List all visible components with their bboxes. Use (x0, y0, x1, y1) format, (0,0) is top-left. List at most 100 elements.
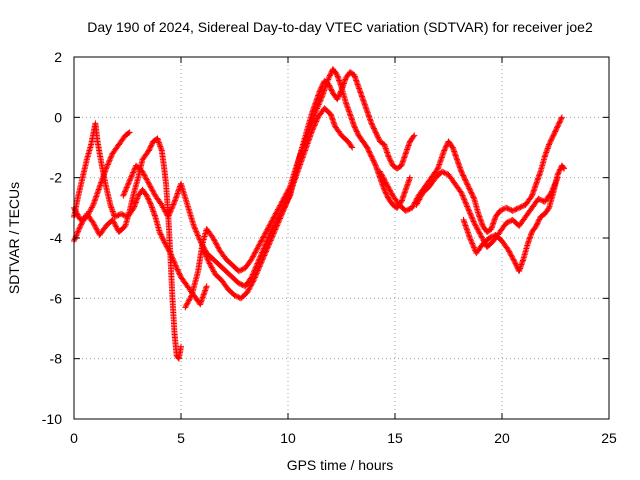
data-point (372, 129, 379, 136)
data-point-interp (281, 204, 288, 211)
data-point-interp (366, 149, 373, 156)
data-point-interp (280, 197, 287, 204)
data-point-interp (555, 169, 562, 176)
data-point-interp (260, 253, 267, 260)
data-point-interp (170, 201, 177, 208)
data-point-interp (258, 259, 265, 266)
data-point-interp (470, 244, 477, 251)
data-point-interp (466, 208, 473, 215)
data-point-interp (380, 175, 387, 182)
data-point-interp (510, 256, 517, 263)
data-point-interp (75, 228, 82, 235)
data-point-interp (479, 234, 486, 241)
data-point-interp (371, 160, 378, 167)
data-point-interp (173, 263, 180, 270)
data-point-interp (462, 176, 469, 183)
data-point-interp (210, 267, 217, 274)
data-point-interp (277, 215, 284, 222)
data-point-interp (263, 227, 270, 234)
data-point (158, 201, 165, 208)
data-point-interp (257, 238, 264, 245)
data-point (244, 289, 251, 296)
data-point-interp (258, 258, 265, 265)
data-point (248, 256, 255, 263)
data-point-interp (257, 260, 264, 267)
data-point (441, 147, 448, 154)
data-point-interp (185, 299, 192, 306)
data-point-interp (278, 211, 285, 218)
data-point-interp (204, 255, 211, 262)
data-point-interp (268, 234, 275, 241)
data-point-interp (335, 93, 342, 100)
data-point-interp (369, 156, 376, 163)
data-point-interp (182, 303, 189, 310)
data-point-interp (193, 229, 200, 236)
data-point-interp (259, 256, 266, 263)
data-point-interp (269, 217, 276, 224)
data-point (466, 186, 473, 193)
data-point-interp (557, 116, 564, 123)
data-point-interp (372, 161, 379, 168)
data-point-interp (406, 206, 413, 213)
data-point-interp (309, 126, 316, 133)
data-point-interp (273, 223, 280, 230)
data-point-interp (73, 231, 80, 238)
data-point-interp (265, 241, 272, 248)
data-point-interp (130, 169, 137, 176)
data-point-interp (315, 102, 322, 109)
data-point-interp (140, 169, 147, 176)
data-point-interp (370, 158, 377, 165)
data-point-interp (89, 203, 96, 210)
data-point-interp (264, 245, 271, 252)
data-point-interp (238, 281, 245, 288)
data-point-interp (262, 249, 269, 256)
data-point-interp (500, 206, 507, 213)
data-point (118, 210, 125, 217)
data-point-interp (265, 225, 272, 232)
data-point-interp (379, 173, 386, 180)
data-point-interp (333, 70, 340, 77)
data-point-interp (549, 135, 556, 142)
data-point (103, 165, 110, 172)
data-point-interp (381, 188, 388, 195)
y-tick-label: -2 (50, 170, 63, 186)
data-point-interp (511, 257, 518, 264)
data-point (546, 141, 553, 148)
data-point-interp (115, 212, 122, 219)
data-point-interp (417, 193, 424, 200)
data-point-interp (142, 173, 149, 180)
data-point-interp (144, 178, 151, 185)
data-point-interp (88, 204, 95, 211)
data-point-interp (383, 190, 390, 197)
data-point-interp (336, 92, 343, 99)
data-point-interp (187, 294, 194, 301)
data-point-interp (433, 166, 440, 173)
data-point-interp (254, 267, 261, 274)
data-point-interp (387, 188, 394, 195)
data-point-interp (351, 124, 358, 131)
data-point-interp (476, 230, 483, 237)
data-point-interp (282, 203, 289, 210)
data-point-interp (129, 170, 136, 177)
data-point-interp (274, 221, 281, 228)
data-point-interp (254, 245, 261, 252)
data-point-interp (378, 171, 385, 178)
data-point-interp (266, 240, 273, 247)
data-point-interp (169, 204, 176, 211)
data-point-interp (251, 250, 258, 257)
data-point-interp (159, 234, 166, 241)
data-point-interp (313, 105, 320, 112)
data-point (276, 216, 283, 223)
data-point-interp (251, 274, 258, 281)
data-point (83, 213, 90, 220)
data-point-interp (186, 296, 193, 303)
data-point-interp (415, 197, 422, 204)
data-point-interp (473, 223, 480, 230)
data-point-interp (313, 106, 320, 113)
data-point-interp (157, 231, 164, 238)
data-point-interp (79, 215, 86, 222)
data-point-interp (468, 239, 475, 246)
data-point-interp (262, 229, 269, 236)
data-point (511, 259, 518, 266)
